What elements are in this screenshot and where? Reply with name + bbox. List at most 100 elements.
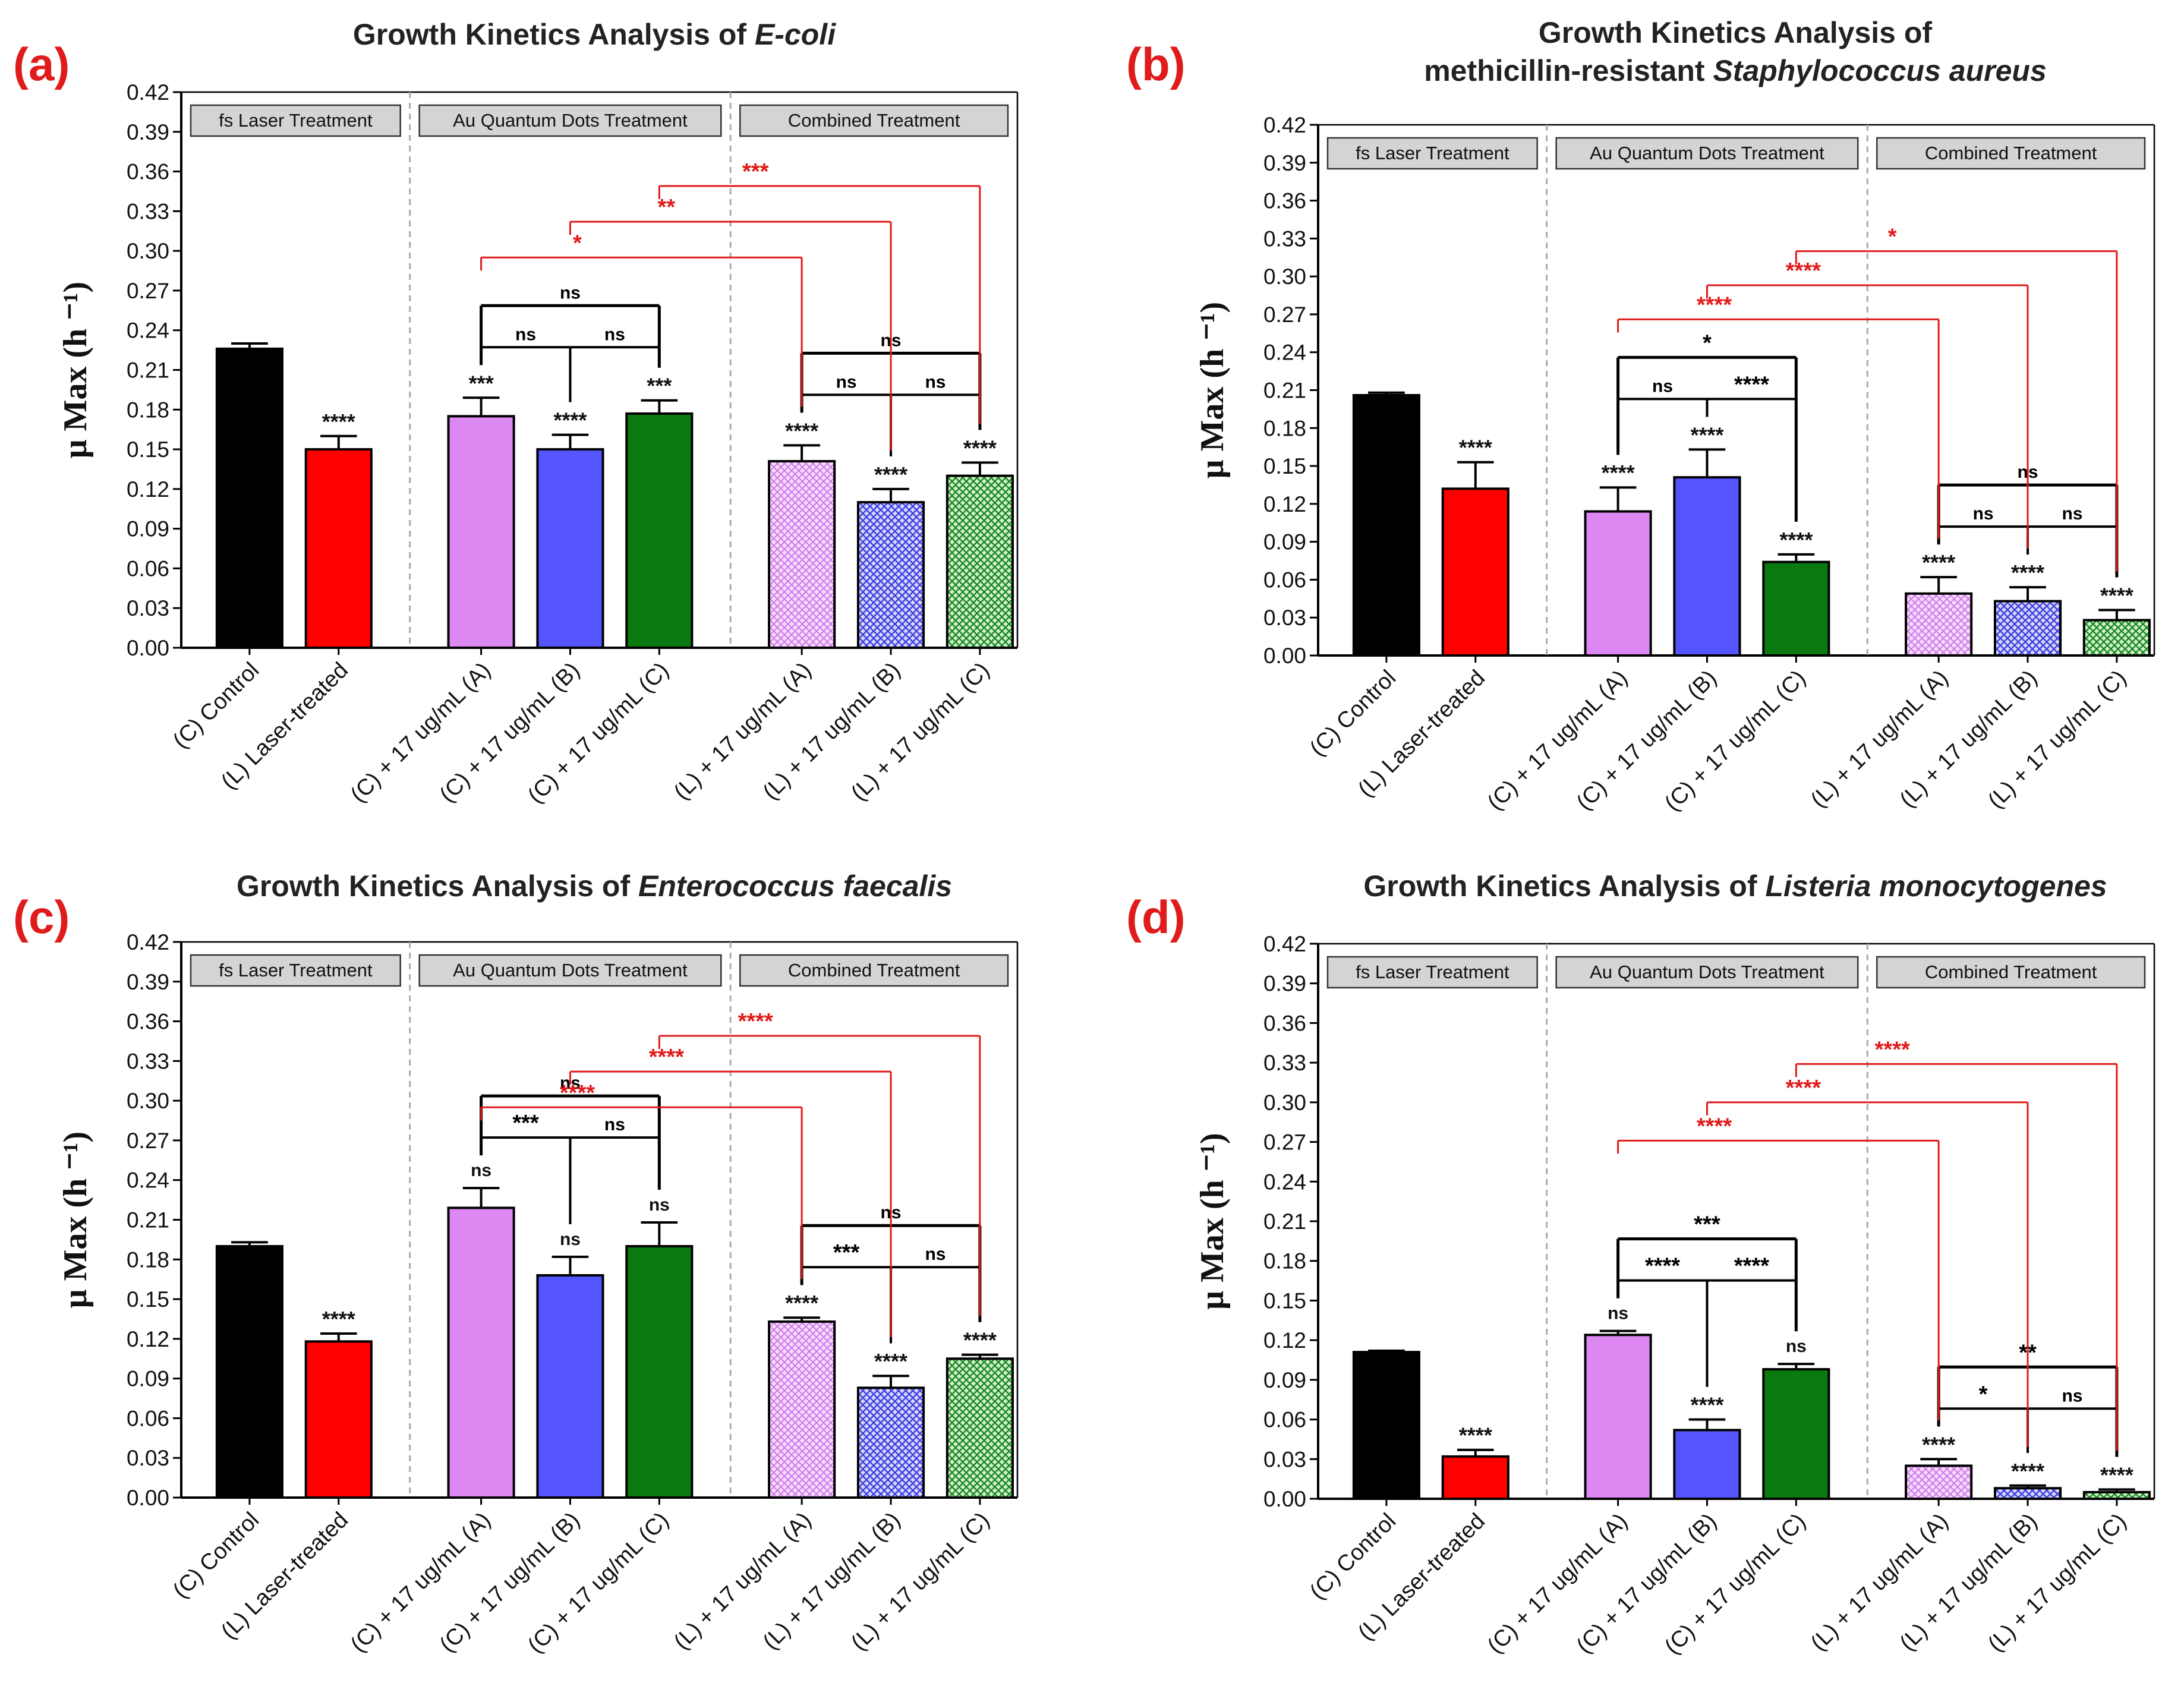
y-tick-label: 0.30 bbox=[1263, 1091, 1306, 1115]
bar-5 bbox=[1905, 592, 1973, 657]
chart-title-organism: E-coli bbox=[755, 18, 836, 51]
chart-panel-c: (c) Growth Kinetics Analysis of Enterococ… bbox=[13, 869, 1019, 1658]
bar-1 bbox=[1441, 487, 1509, 657]
bar-significance: ns bbox=[649, 1195, 670, 1215]
chart-title-line2: methicillin-resistant Staphylococcus aur… bbox=[1424, 54, 2047, 87]
y-tick-label: 0.12 bbox=[127, 477, 169, 502]
bar-0 bbox=[1352, 1351, 1420, 1501]
bar-7 bbox=[2082, 1490, 2151, 1500]
group-label-box bbox=[190, 104, 401, 137]
bar-significance: **** bbox=[1922, 1432, 1955, 1457]
bar-7 bbox=[946, 474, 1014, 649]
y-tick-label: 0.21 bbox=[127, 1208, 169, 1233]
y-tick-label: 0.36 bbox=[1263, 189, 1306, 213]
y-tick-label: 0.09 bbox=[1263, 1368, 1306, 1392]
bracket-label: *** bbox=[1694, 1212, 1720, 1237]
bracket-label: * bbox=[573, 231, 582, 256]
bracket-label: ns bbox=[2062, 1386, 2082, 1405]
bracket-label: ns bbox=[836, 372, 857, 392]
y-axis-label: μ Max (h ⁻¹) bbox=[1194, 1133, 1231, 1309]
group-label-box bbox=[418, 954, 722, 987]
group-label-box bbox=[1326, 956, 1538, 989]
bar-1 bbox=[1441, 1455, 1509, 1501]
group-label-box bbox=[739, 104, 1009, 137]
group-label-box bbox=[1876, 956, 2146, 989]
y-tick-label: 0.03 bbox=[1263, 606, 1306, 630]
y-tick-label: 0.00 bbox=[1263, 1487, 1306, 1511]
group-label: Combined Treatment bbox=[1925, 962, 2097, 982]
chart-title-text: Growth Kinetics Analysis of bbox=[1363, 869, 1765, 903]
panel-letter: (b) bbox=[1126, 38, 1186, 90]
bracket-label: **** bbox=[1786, 259, 1821, 283]
group-label-box bbox=[1555, 137, 1859, 170]
y-tick-label: 0.33 bbox=[127, 1049, 169, 1073]
bar-6 bbox=[856, 1386, 925, 1499]
y-tick-label: 0.30 bbox=[127, 239, 169, 263]
bar-0 bbox=[1352, 394, 1420, 657]
y-tick-label: 0.03 bbox=[1263, 1447, 1306, 1471]
y-tick-label: 0.27 bbox=[1263, 1130, 1306, 1155]
y-tick-label: 0.33 bbox=[1263, 1051, 1306, 1075]
bar-2 bbox=[447, 1206, 515, 1499]
bracket-label: * bbox=[1888, 225, 1897, 250]
bar-2 bbox=[1584, 1334, 1652, 1500]
group-label-box bbox=[1876, 137, 2146, 170]
chart-panel-b: (b) Growth Kinetics Analysis of methicilli… bbox=[1126, 16, 2155, 816]
bar-significance: **** bbox=[2100, 1463, 2133, 1487]
chart-title-organism: Staphylococcus aureus bbox=[1713, 54, 2046, 87]
bracket-label: * bbox=[1703, 330, 1712, 355]
bar-significance: **** bbox=[322, 1307, 355, 1331]
y-tick-label: 0.18 bbox=[127, 1247, 169, 1272]
y-tick-label: 0.21 bbox=[1263, 379, 1306, 403]
bracket-label: ns bbox=[604, 1115, 625, 1134]
bar-significance: **** bbox=[322, 409, 355, 434]
bar-significance: **** bbox=[874, 462, 907, 487]
y-tick-label: 0.27 bbox=[127, 1129, 169, 1153]
group-label: Au Quantum Dots Treatment bbox=[453, 110, 688, 131]
bar-significance: *** bbox=[647, 374, 672, 398]
bar-2 bbox=[447, 415, 515, 650]
bar-3 bbox=[536, 448, 604, 649]
y-tick-label: 0.33 bbox=[127, 199, 169, 223]
y-axis-label: μ Max (h ⁻¹) bbox=[57, 282, 94, 458]
y-tick-label: 0.15 bbox=[127, 437, 169, 462]
y-tick-label: 0.06 bbox=[1263, 1408, 1306, 1432]
y-tick-label: 0.24 bbox=[127, 1168, 169, 1193]
bar-significance: ns bbox=[560, 1230, 581, 1249]
x-tick-label: (C) Control bbox=[1305, 666, 1401, 761]
group-label-box bbox=[1326, 137, 1538, 170]
y-tick-label: 0.09 bbox=[127, 1367, 169, 1391]
y-tick-label: 0.24 bbox=[127, 319, 169, 343]
y-tick-label: 0.36 bbox=[127, 160, 169, 184]
bar-significance: *** bbox=[469, 371, 494, 395]
bracket-label: **** bbox=[1786, 1076, 1821, 1101]
y-tick-label: 0.21 bbox=[127, 358, 169, 383]
bar-significance: **** bbox=[2100, 583, 2133, 607]
bar-1 bbox=[304, 1340, 373, 1499]
x-tick-label: (C) Control bbox=[168, 658, 264, 754]
group-label: fs Laser Treatment bbox=[1356, 962, 1509, 982]
y-tick-label: 0.39 bbox=[127, 120, 169, 144]
y-tick-label: 0.12 bbox=[1263, 492, 1306, 516]
y-tick-label: 0.03 bbox=[127, 596, 169, 620]
group-label: fs Laser Treatment bbox=[219, 960, 373, 981]
bar-5 bbox=[1905, 1464, 1973, 1501]
y-tick-label: 0.42 bbox=[127, 80, 169, 105]
bar-significance: ns bbox=[1608, 1304, 1628, 1323]
panel-letter: (d) bbox=[1126, 891, 1186, 943]
bar-3 bbox=[1673, 476, 1741, 657]
bar-significance: **** bbox=[2011, 1459, 2044, 1483]
bracket-label: **** bbox=[1645, 1254, 1680, 1279]
y-tick-label: 0.09 bbox=[1263, 530, 1306, 554]
y-tick-label: 0.03 bbox=[127, 1446, 169, 1470]
group-label: Au Quantum Dots Treatment bbox=[1590, 143, 1824, 163]
y-tick-label: 0.42 bbox=[1263, 932, 1306, 956]
bracket-label: ns bbox=[2062, 504, 2082, 524]
y-tick-label: 0.00 bbox=[1263, 644, 1306, 668]
group-label: fs Laser Treatment bbox=[1356, 143, 1509, 163]
bracket-label: **** bbox=[1875, 1037, 1910, 1062]
chart-panel-d: (d) Growth Kinetics Analysis of Listeria … bbox=[1126, 869, 2155, 1659]
y-axis-label: μ Max (h ⁻¹) bbox=[1194, 302, 1231, 478]
y-tick-label: 0.06 bbox=[127, 1406, 169, 1430]
